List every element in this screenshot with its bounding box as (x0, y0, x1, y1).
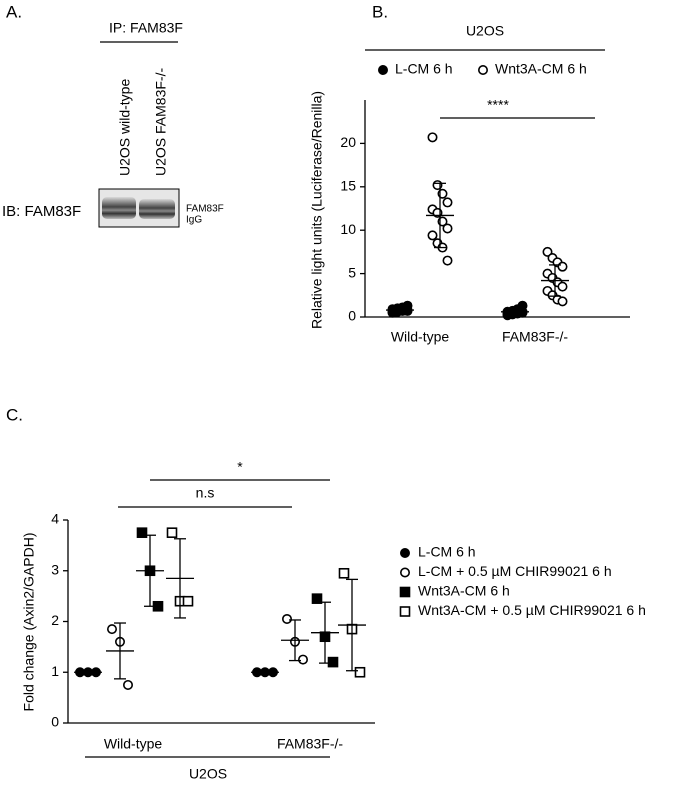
legend-label: L-CM 6 h (418, 544, 476, 560)
marker (427, 132, 438, 143)
significance: **** (487, 97, 509, 113)
lane-label: U2OS wild-type (117, 79, 133, 176)
x-tick-label: Wild-type (104, 736, 163, 752)
x-tick-label: FAM83F-/- (277, 736, 343, 752)
legend-label: L-CM + 0.5 µM CHIR99021 6 h (418, 563, 612, 579)
marker (182, 595, 194, 607)
y-tick-label: 0 (51, 714, 59, 730)
panel-label: A. (6, 2, 22, 21)
legend-marker (477, 65, 488, 76)
blot-band (139, 199, 175, 219)
marker (338, 567, 350, 579)
y-axis-label: Relative light units (Luciferase/Renilla… (309, 91, 325, 329)
marker (297, 654, 308, 665)
y-tick-label: 5 (348, 264, 356, 280)
ib-label: IB: FAM83F (2, 203, 81, 220)
x-tick-label: Wild-type (391, 329, 450, 345)
significance: n.s (196, 485, 215, 501)
marker (442, 255, 453, 266)
legend-label: Wnt3A-CM 6 h (495, 61, 587, 77)
legend-marker (399, 606, 411, 617)
legend-label: Wnt3A-CM + 0.5 µM CHIR99021 6 h (418, 602, 646, 618)
y-tick-label: 1 (51, 663, 59, 679)
marker (427, 230, 438, 241)
legend-marker (399, 567, 410, 578)
marker (166, 527, 178, 538)
x-tick-label: FAM83F-/- (502, 329, 568, 345)
header: U2OS (466, 23, 504, 39)
y-tick-label: 0 (348, 308, 356, 324)
marker (354, 666, 366, 678)
blot-band (102, 197, 136, 219)
marker (442, 223, 453, 234)
legend-marker (399, 547, 410, 558)
y-tick-label: 15 (340, 178, 356, 194)
band-label: FAM83F (186, 204, 224, 215)
lane-label: U2OS FAM83F-/- (153, 68, 169, 176)
marker (123, 679, 134, 690)
marker (281, 613, 292, 624)
marker (557, 281, 568, 292)
y-axis-label: Fold change (Axin2/GAPDH) (21, 533, 37, 712)
marker (311, 593, 323, 604)
legend-marker (399, 586, 411, 598)
y-tick-label: 3 (51, 561, 59, 577)
ip-label: IP: FAM83F (109, 20, 183, 36)
significance: * (237, 459, 243, 475)
panel-label: B. (372, 2, 388, 21)
marker (136, 527, 148, 538)
y-tick-label: 2 (51, 612, 59, 628)
panel-label: C. (6, 405, 23, 424)
y-tick-label: 4 (51, 511, 59, 527)
legend-label: Wnt3A-CM 6 h (418, 583, 510, 599)
marker (442, 197, 453, 208)
marker (107, 624, 118, 635)
legend-label: L-CM 6 h (395, 61, 453, 77)
y-tick-label: 20 (340, 134, 356, 150)
marker (327, 656, 339, 668)
header: U2OS (189, 766, 227, 782)
marker (557, 296, 568, 307)
band-label: IgG (186, 215, 202, 226)
marker (557, 261, 568, 272)
legend-marker (377, 65, 388, 76)
y-tick-label: 10 (340, 221, 356, 237)
